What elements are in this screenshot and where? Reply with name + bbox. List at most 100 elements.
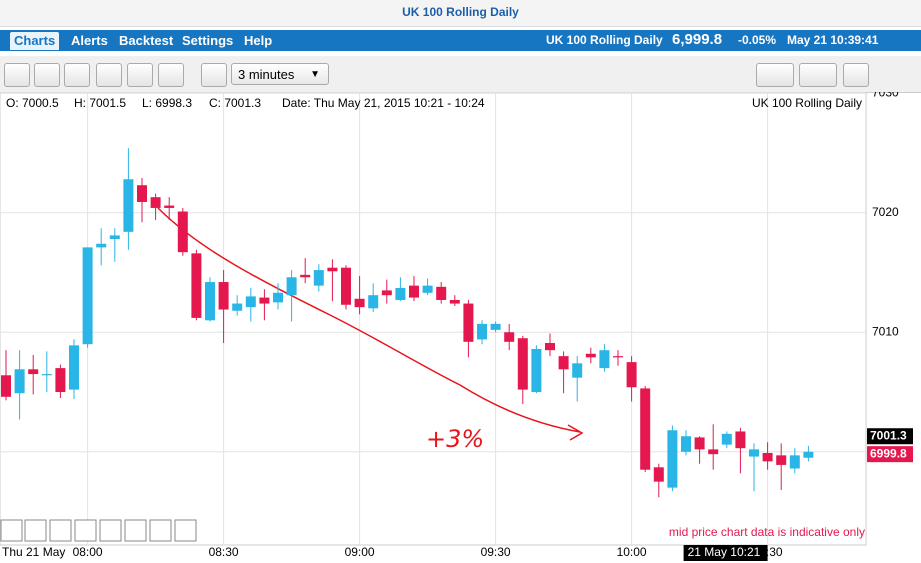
candle-body	[55, 368, 66, 393]
interval-dropdown[interactable]: 3 minutes ▼	[231, 63, 329, 85]
tab[interactable]: Backtest	[119, 33, 174, 48]
tab-bar: Charts Alerts Backtest Settings Help UK …	[0, 30, 921, 51]
price-marker	[867, 446, 913, 463]
draw-tool[interactable]	[24, 519, 47, 542]
candle-body	[69, 345, 79, 390]
y-tick-label: 7010	[872, 324, 899, 338]
candle-body	[313, 270, 324, 286]
candle-body	[789, 455, 800, 469]
candle-body	[259, 297, 270, 304]
ticker-price: 6,999.8	[672, 31, 723, 48]
candle-body	[123, 179, 134, 232]
x-tick-label: 10:00	[617, 545, 647, 559]
candle-body	[82, 247, 93, 345]
x-tick-label: 08:00	[73, 545, 103, 559]
tool-button[interactable]	[96, 63, 122, 87]
tab[interactable]: Charts	[10, 32, 60, 50]
tab[interactable]: Alerts	[71, 33, 108, 48]
draw-tool[interactable]	[174, 519, 197, 542]
settings-button[interactable]	[201, 63, 227, 87]
price-marker	[867, 428, 913, 445]
candle-body	[667, 430, 678, 488]
ohlc-close: C: 7001.3	[209, 96, 261, 110]
candle-body	[205, 282, 215, 321]
tool-button[interactable]	[34, 63, 60, 87]
ticker-change: -0.05%	[738, 33, 777, 47]
candle-body	[436, 286, 447, 300]
tool-button[interactable]	[127, 63, 153, 87]
candle-body	[354, 298, 365, 308]
candle-body	[626, 362, 637, 388]
candle-body	[191, 253, 202, 318]
candle-body	[286, 277, 297, 296]
candle-body	[28, 369, 39, 375]
x-tick-label: 09:30	[481, 545, 511, 559]
save-button[interactable]	[843, 63, 869, 87]
candle-body	[449, 299, 460, 304]
candle-body	[395, 288, 406, 300]
ticker-time: May 21 10:39:41	[787, 33, 879, 47]
draw-tool[interactable]	[149, 519, 172, 542]
candle-body	[572, 363, 583, 378]
candle-body	[504, 332, 515, 342]
tool-button[interactable]	[64, 63, 90, 87]
tab[interactable]: Settings	[182, 33, 234, 48]
crosshair-box	[683, 545, 768, 561]
y-tick-label: 7030	[872, 92, 899, 99]
tool-button[interactable]	[799, 63, 837, 87]
tab[interactable]: Help	[244, 33, 273, 48]
candle-body	[137, 185, 147, 202]
candle-body	[327, 267, 338, 272]
ticker-name: UK 100 Rolling Daily	[546, 33, 663, 47]
annotation: +3%	[426, 425, 484, 453]
candle-body	[14, 369, 25, 394]
x-tick-label: 09:00	[345, 545, 375, 559]
candle-body	[776, 455, 787, 465]
draw-tool[interactable]	[124, 519, 147, 542]
chart-title: UK 100 Rolling Daily	[752, 96, 862, 110]
candle-body	[735, 431, 746, 449]
candle-body	[585, 353, 596, 358]
tool-button[interactable]	[756, 63, 794, 87]
candle-body	[558, 356, 569, 370]
candle-body	[300, 274, 311, 278]
candle-body	[232, 303, 243, 311]
candle-body	[1, 375, 11, 397]
candle-body	[218, 282, 229, 310]
price-marker-label: 7001.3	[870, 428, 907, 442]
candle-body	[245, 296, 256, 308]
ohlc-open: O: 7000.5	[6, 96, 59, 110]
candle-body	[803, 451, 814, 458]
candle-body	[708, 449, 719, 455]
candle-body	[531, 348, 542, 393]
price-marker-label: 6999.8	[870, 446, 907, 460]
x-tick-label: 08:30	[209, 545, 239, 559]
draw-tool[interactable]	[74, 519, 97, 542]
tool-button[interactable]	[4, 63, 30, 87]
draw-tool[interactable]	[49, 519, 72, 542]
candle-body	[368, 295, 379, 309]
candle-body	[164, 205, 175, 208]
candle-body	[463, 303, 474, 342]
candle-body	[409, 285, 419, 298]
candle-body	[381, 290, 392, 296]
ohlc-date: Date: Thu May 21, 2015 10:21 - 10:24	[282, 96, 485, 110]
tool-button[interactable]	[158, 63, 184, 87]
toolbar: 3 minutes ▼	[0, 56, 921, 93]
candle-body	[341, 267, 351, 305]
candle-body	[490, 323, 501, 330]
candle-body	[422, 285, 433, 293]
draw-tool[interactable]	[99, 519, 122, 542]
ohlc-high: H: 7001.5	[74, 96, 126, 110]
candle-body	[177, 211, 188, 253]
annotation-arrow	[157, 207, 584, 441]
candle-body	[640, 388, 651, 470]
draw-tool[interactable]	[0, 519, 23, 542]
candle-body	[150, 197, 161, 208]
candle-body	[681, 436, 691, 452]
candle-body	[694, 437, 705, 450]
candle-body	[517, 338, 528, 390]
window-title: UK 100 Rolling Daily	[402, 5, 519, 19]
candle-body	[96, 243, 107, 248]
crosshair-label: 21 May 10:21	[688, 545, 761, 559]
